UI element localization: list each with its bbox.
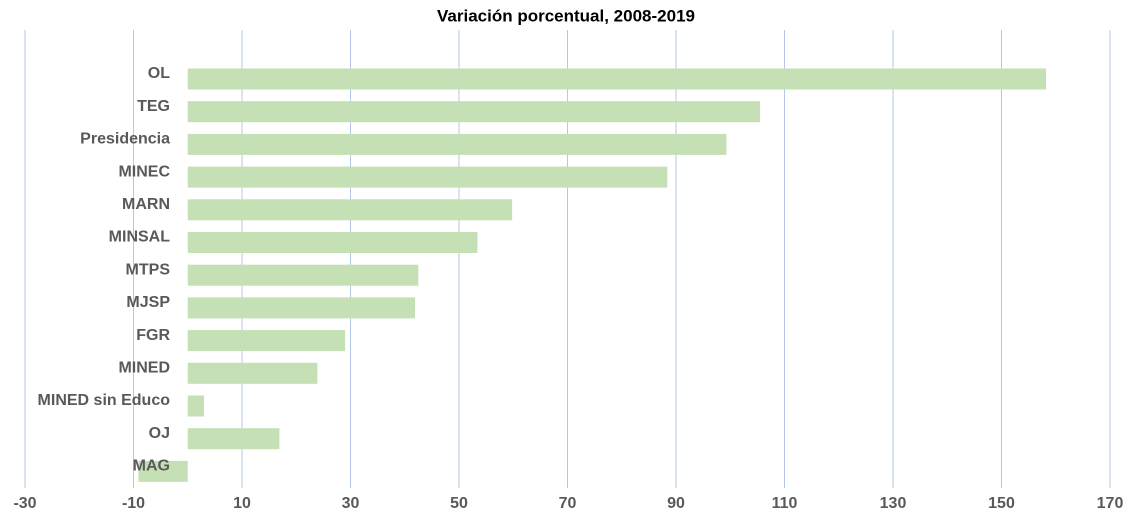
bar [187,330,346,352]
y-tick-label: MARN [122,196,170,213]
chart-title: Variación porcentual, 2008-2019 [437,6,695,25]
y-tick-label: OJ [149,425,170,442]
bar [187,428,280,450]
x-tick-label: 50 [450,495,468,512]
x-tick-label: 70 [559,495,577,512]
y-tick-label: MINEC [118,163,170,180]
bar [187,68,1046,90]
bar [187,362,318,384]
bar [187,101,761,123]
y-tick-label: TEG [137,98,170,115]
bar [187,297,416,319]
x-tick-label: 150 [988,495,1015,512]
x-tick-label: 90 [667,495,685,512]
y-tick-label: OL [148,65,170,82]
x-tick-label: 170 [1097,495,1124,512]
y-tick-label: FGR [136,327,170,344]
x-tick-label: -10 [122,495,145,512]
y-tick-label: MJSP [126,294,170,311]
y-tick-label: MINSAL [109,229,171,246]
x-tick-label: -30 [13,495,36,512]
x-tick-label: 10 [233,495,251,512]
x-tick-label: 130 [880,495,907,512]
bar [187,264,419,286]
y-tick-label: MAG [133,458,170,475]
y-tick-label: MINED [118,360,170,377]
x-tick-label: 110 [772,495,798,512]
bar [187,199,513,221]
y-tick-label: MTPS [126,261,171,278]
x-tick-label: 30 [342,495,360,512]
bar [138,460,188,482]
bar [187,232,478,253]
bar [187,133,727,155]
bar [187,166,668,188]
y-tick-label: Presidencia [80,131,170,148]
y-tick-label: MINED sin Educo [38,392,171,409]
bar [187,395,205,417]
